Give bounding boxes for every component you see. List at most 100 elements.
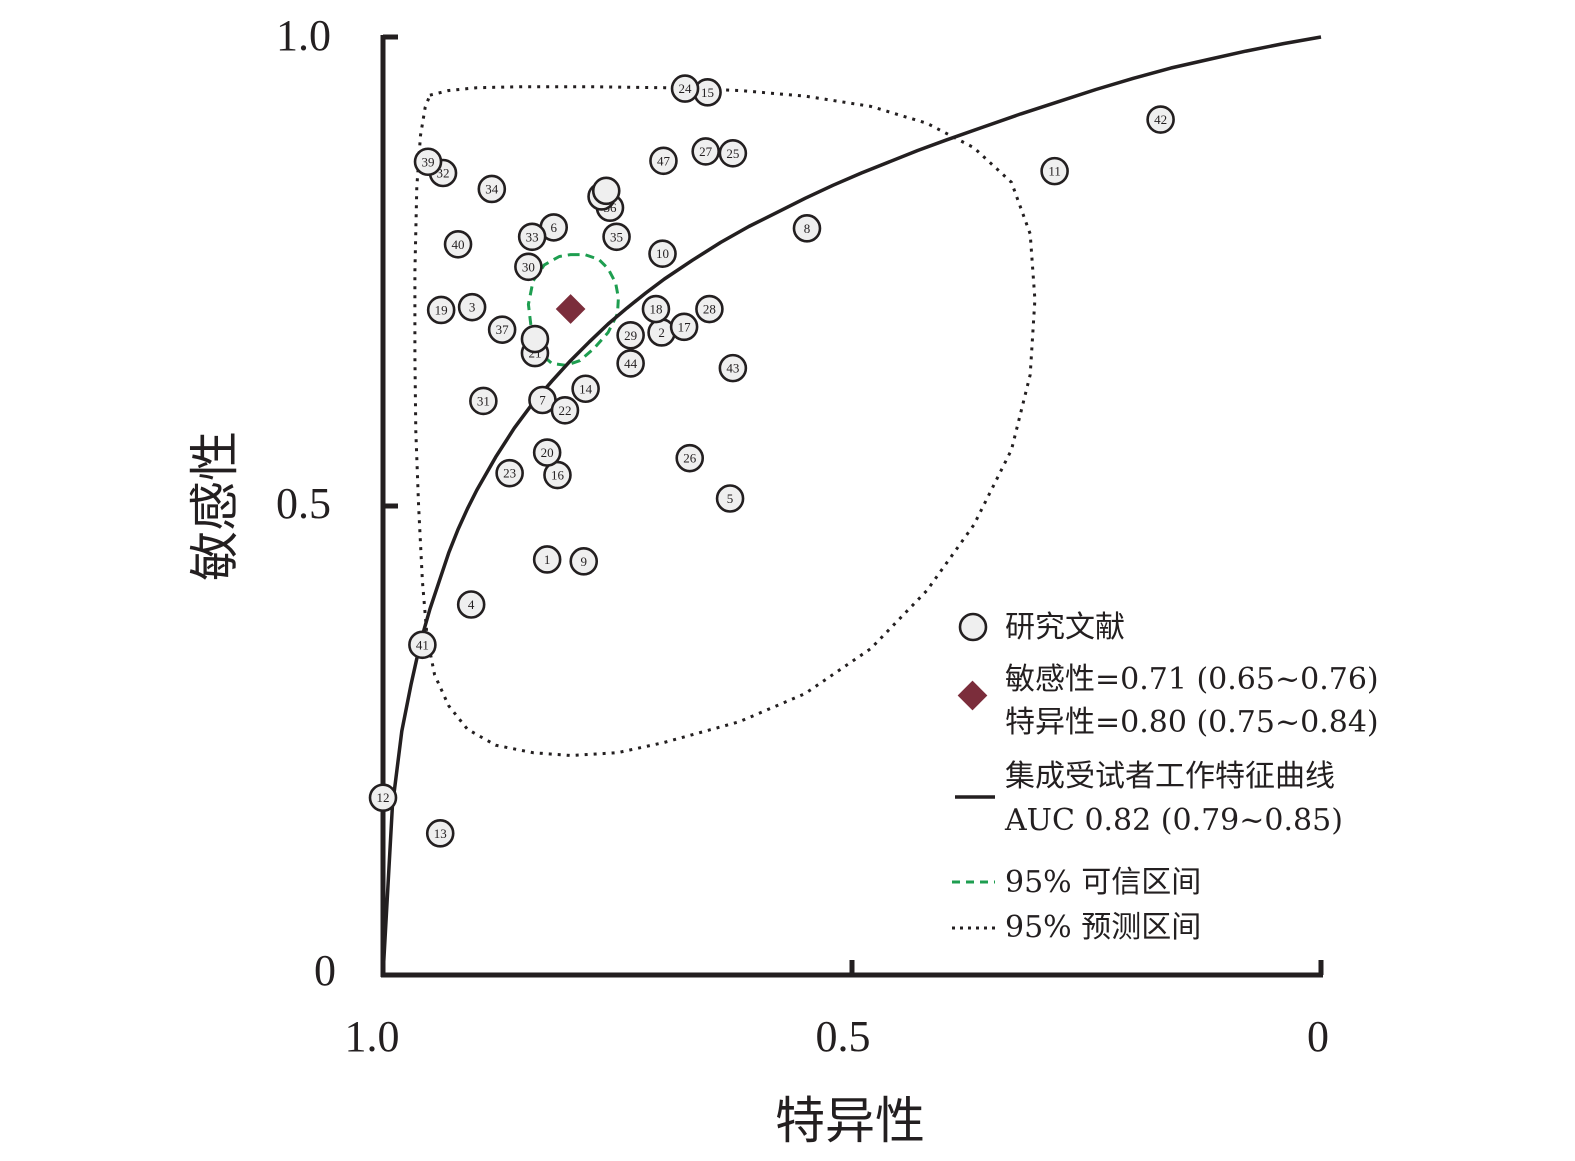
study-points-layer: 1234567891011121314151617181920212223242… xyxy=(368,74,1175,848)
study-id-label: 6 xyxy=(550,220,557,235)
legend-summary-line2: 特异性=0.80 (0.75~0.84) xyxy=(1005,705,1379,740)
study-marker xyxy=(691,137,720,166)
study-point: 19 xyxy=(426,295,456,325)
study-id-label: 4 xyxy=(468,597,475,612)
summary-point-layer xyxy=(555,294,586,324)
study-point: 22 xyxy=(550,396,580,425)
study-point: 43 xyxy=(718,353,748,383)
study-id-label: 41 xyxy=(416,637,429,652)
study-id-label: 15 xyxy=(701,85,714,100)
study-marker xyxy=(517,222,547,252)
study-marker xyxy=(457,292,487,322)
study-point xyxy=(520,324,550,354)
study-marker xyxy=(792,214,822,243)
legend-credible-label: 95% 可信区间 xyxy=(1005,865,1201,900)
legend-studies-label: 研究文献 xyxy=(1005,610,1125,645)
study-marker xyxy=(495,458,524,488)
sroc-curve-line xyxy=(381,35,1322,976)
study-point: 16 xyxy=(543,460,572,490)
study-point xyxy=(591,176,621,206)
study-marker xyxy=(469,386,498,416)
study-point: 24 xyxy=(670,74,700,103)
study-point: 25 xyxy=(718,139,748,168)
study-marker xyxy=(616,320,645,350)
credible-region-contour xyxy=(526,253,620,367)
study-point: 3 xyxy=(457,292,487,322)
study-marker xyxy=(477,174,507,204)
study-marker xyxy=(368,783,398,813)
study-point: 33 xyxy=(517,222,547,252)
legend-study-marker xyxy=(958,612,988,642)
study-id-label: 23 xyxy=(503,466,516,481)
study-marker xyxy=(648,239,677,268)
legend-summary-marker xyxy=(957,680,988,711)
study-marker xyxy=(408,630,437,660)
y-tick-label-mid: 0.5 xyxy=(276,479,331,528)
study-point: 11 xyxy=(1040,156,1069,186)
legend-sroc-line1: 集成受试者工作特征曲线 xyxy=(1005,759,1335,794)
study-id-label: 7 xyxy=(539,393,546,408)
study-point: 34 xyxy=(477,174,507,204)
study-id-label: 43 xyxy=(726,361,739,376)
sroc-curve-layer xyxy=(381,35,1322,976)
study-point: 15 xyxy=(693,78,722,107)
study-id-label: 5 xyxy=(727,491,734,506)
study-point: 14 xyxy=(571,374,600,404)
legend-summary-line1: 敏感性=0.71 (0.65~0.76) xyxy=(1005,662,1379,697)
legend-sroc-line2: AUC 0.82 (0.79~0.85) xyxy=(1004,803,1343,838)
study-id-label: 28 xyxy=(703,302,716,317)
study-point: 13 xyxy=(425,819,455,848)
x-tick-label-mid: 0.5 xyxy=(816,1012,871,1061)
study-marker xyxy=(443,229,473,259)
study-id-label: 1 xyxy=(544,552,551,567)
study-id-label: 22 xyxy=(558,403,571,418)
axes xyxy=(380,34,1324,978)
study-marker xyxy=(532,438,562,467)
study-id-label: 30 xyxy=(522,259,535,274)
study-marker xyxy=(718,139,748,168)
study-point: 26 xyxy=(675,443,705,473)
study-point: 9 xyxy=(569,547,599,576)
study-id-label: 8 xyxy=(804,221,811,236)
study-id-label: 19 xyxy=(435,302,448,317)
study-point: 20 xyxy=(532,438,562,467)
study-marker xyxy=(550,396,580,425)
study-marker xyxy=(426,295,456,325)
study-id-label: 11 xyxy=(1048,164,1061,179)
study-marker xyxy=(1040,156,1069,186)
x-tick-label-left: 1.0 xyxy=(345,1012,400,1061)
study-marker xyxy=(569,547,599,576)
study-marker xyxy=(695,294,724,324)
study-id-label: 3 xyxy=(469,300,476,315)
study-point: 44 xyxy=(616,349,645,378)
study-marker xyxy=(514,252,543,282)
study-id-label: 29 xyxy=(624,328,637,343)
study-id-label: 40 xyxy=(452,237,465,252)
study-point: 41 xyxy=(408,630,437,660)
study-id-label: 37 xyxy=(496,322,510,337)
study-point: 12 xyxy=(368,783,398,813)
study-point: 1 xyxy=(532,545,562,574)
study-id-label: 33 xyxy=(526,229,539,244)
study-marker xyxy=(670,74,700,103)
x-axis-title: 特异性 xyxy=(775,1092,925,1150)
study-marker xyxy=(649,146,678,176)
study-marker xyxy=(591,176,621,206)
study-point: 8 xyxy=(792,214,822,243)
study-point: 39 xyxy=(413,147,443,177)
study-point: 27 xyxy=(691,137,720,166)
study-point: 28 xyxy=(695,294,724,324)
study-marker xyxy=(487,315,517,344)
study-point: 42 xyxy=(1146,105,1175,134)
study-point: 37 xyxy=(487,315,517,344)
study-marker xyxy=(616,349,645,378)
study-id-label: 20 xyxy=(541,445,554,460)
study-id-label: 17 xyxy=(678,319,692,334)
study-point: 40 xyxy=(443,229,473,259)
study-marker xyxy=(413,147,443,177)
prediction-region-contour xyxy=(413,85,1037,757)
study-id-label: 31 xyxy=(477,393,490,408)
study-marker xyxy=(675,443,705,473)
study-id-label: 16 xyxy=(551,468,565,483)
